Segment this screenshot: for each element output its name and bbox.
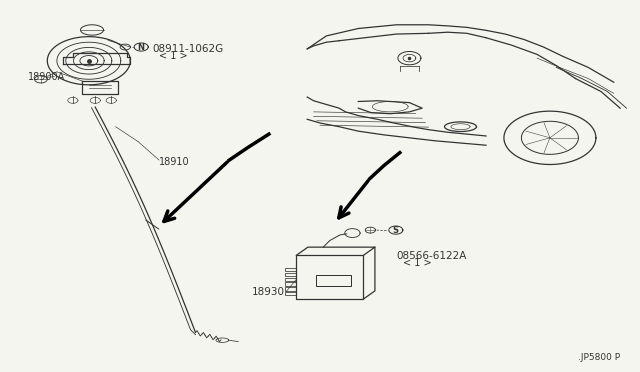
Bar [285, 278, 296, 281]
Text: 18900A: 18900A [28, 72, 65, 82]
Bar [285, 282, 296, 286]
Text: 18910: 18910 [159, 157, 189, 167]
Text: < 1 >: < 1 > [403, 258, 431, 268]
Text: < 1 >: < 1 > [159, 51, 188, 61]
Text: S: S [393, 225, 399, 235]
Text: N: N [138, 42, 145, 51]
Text: 08566-6122A: 08566-6122A [397, 251, 467, 262]
Text: 18930: 18930 [252, 286, 285, 296]
Bar [285, 292, 296, 295]
Bar [285, 268, 296, 271]
Bar [285, 273, 296, 276]
Text: .JP5800 P: .JP5800 P [578, 353, 620, 362]
Bar [296, 255, 364, 299]
Bar [316, 275, 351, 286]
Text: 08911-1062G: 08911-1062G [153, 44, 224, 54]
Bar [285, 287, 296, 291]
